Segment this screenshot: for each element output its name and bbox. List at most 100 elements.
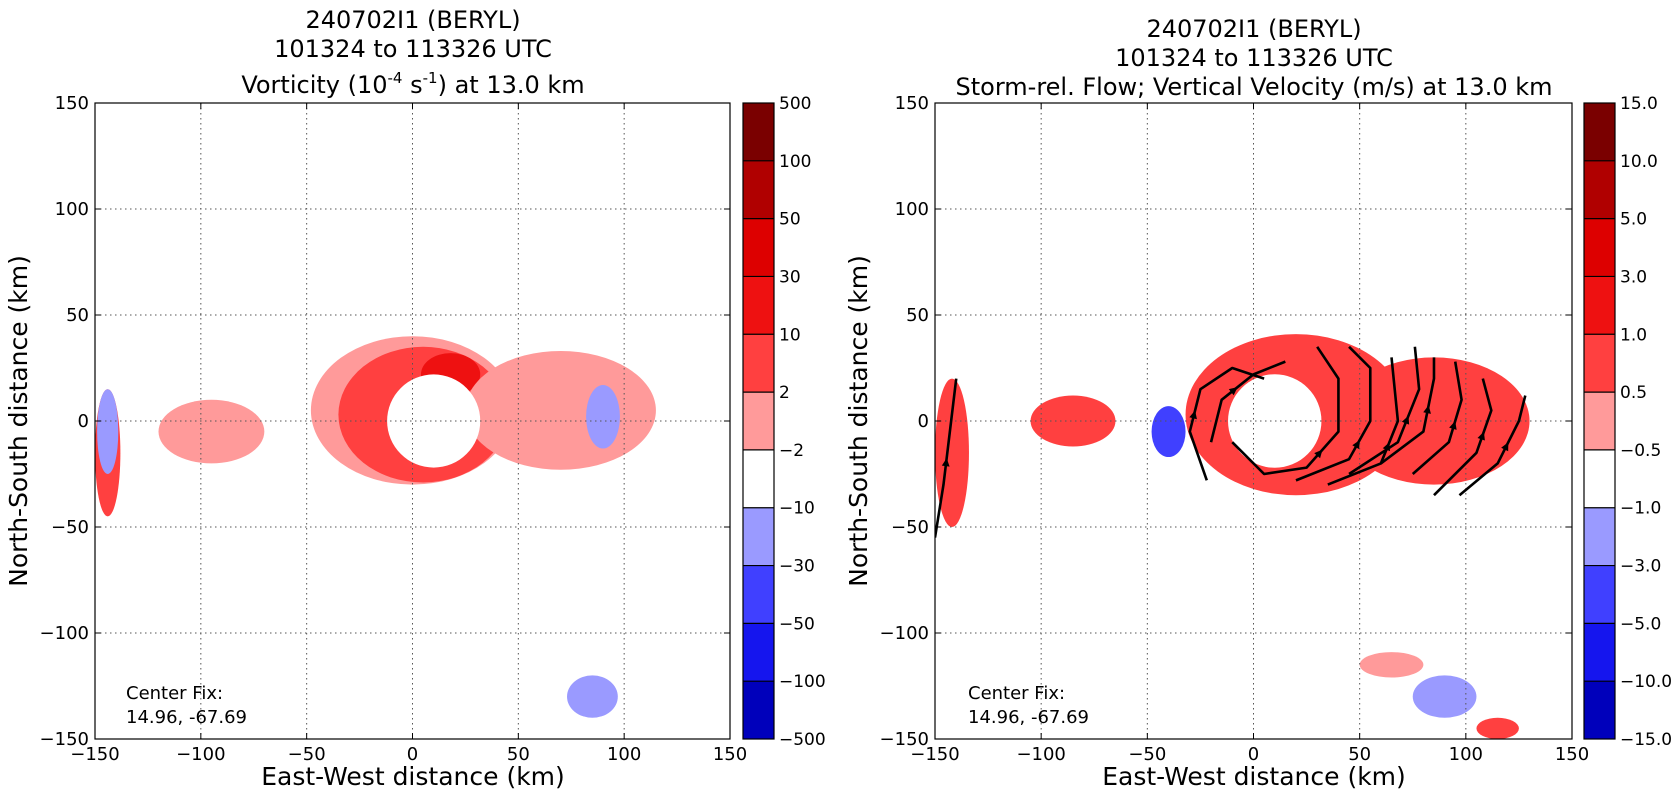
colorbar-tick-label: −10 — [779, 499, 815, 519]
velocity-title-line3: Storm-rel. Flow; Vertical Velocity (m/s)… — [956, 73, 1553, 101]
velocity-title-line1: 240702I1 (BERYL) — [1146, 15, 1361, 43]
field-region-7 — [1359, 652, 1424, 678]
colorbar-band — [743, 507, 774, 567]
colorbar-tick-label: −5.0 — [1620, 614, 1661, 634]
y-tick-label: −50 — [51, 517, 89, 538]
colorbar-band — [1584, 334, 1615, 393]
streamline-3 — [1231, 346, 1340, 476]
colorbar-tick-label: 100 — [779, 152, 811, 172]
colorbar-tick-label: 500 — [779, 94, 811, 114]
colorbar-tick-label: −50 — [779, 614, 815, 634]
colorbar-tick-label: 10 — [779, 325, 801, 345]
colorbar-band — [1584, 681, 1615, 740]
streamline-arrow — [1501, 442, 1509, 452]
x-tick-label: 50 — [507, 744, 530, 765]
vorticity-title-line3: Vorticity (10-4 s-1) at 13.0 km — [241, 69, 584, 99]
y-tick-label: −100 — [40, 623, 89, 644]
velocity-x-axis-label: East-West distance (km) — [1102, 762, 1406, 791]
streamline-arrow — [1477, 431, 1485, 441]
streamline-arrow — [1228, 387, 1238, 396]
field-region-4 — [158, 399, 265, 464]
y-tick-label: −50 — [891, 517, 929, 538]
colorbar-band — [1584, 623, 1615, 682]
streamline-arrow — [1189, 410, 1197, 420]
colorbar-tick-label: −0.5 — [1620, 441, 1661, 461]
y-tick-label: 150 — [55, 93, 89, 114]
colorbar-tick-label: −2 — [779, 441, 804, 461]
vorticity-title-line2: 101324 to 113326 UTC — [274, 35, 552, 63]
colorbar-tick-label: 5.0 — [1620, 210, 1647, 230]
storm-relative-flow-streamlines — [935, 345, 1527, 538]
colorbar-band — [743, 218, 774, 277]
x-tick-label: −50 — [288, 744, 326, 765]
colorbar-tick-label: 2 — [779, 383, 790, 403]
y-tick-label: 100 — [55, 199, 89, 220]
colorbar-band — [1584, 103, 1615, 162]
vorticity-colorbar: 500 100 50 30 10 2 −2 −10 −30 −50 −100 −500 — [742, 94, 826, 750]
y-tick-label: 50 — [66, 305, 89, 326]
streamline-6 — [1348, 346, 1421, 476]
streamline-arrow — [941, 458, 950, 467]
colorbar-band — [1584, 565, 1615, 624]
y-tick-label: −150 — [880, 729, 929, 750]
colorbar-tick-label: 30 — [779, 267, 801, 287]
y-tick-label: −100 — [880, 623, 929, 644]
field-region-5 — [586, 384, 620, 449]
colorbar-band — [1584, 449, 1615, 509]
field-region-2 — [1030, 395, 1116, 447]
colorbar-tick-label: −100 — [779, 672, 826, 692]
vorticity-title-line1: 240702I1 (BERYL) — [305, 6, 520, 34]
field-region-5 — [1412, 675, 1477, 718]
field-region-8 — [567, 675, 618, 718]
colorbar-band — [743, 623, 774, 682]
field-region-3 — [1151, 406, 1186, 458]
field-region-7 — [97, 389, 119, 474]
x-tick-label: −150 — [70, 744, 119, 765]
y-tick-label: 100 — [895, 199, 929, 220]
colorbar-tick-label: 15.0 — [1620, 94, 1658, 114]
colorbar-band — [743, 681, 774, 740]
colorbar-tick-label: 3.0 — [1620, 267, 1647, 287]
colorbar-tick-label: −500 — [779, 730, 826, 750]
y-tick-label: 0 — [918, 411, 929, 432]
velocity-title-line2: 101324 to 113326 UTC — [1115, 44, 1393, 72]
x-tick-label: −150 — [910, 744, 959, 765]
colorbar-band — [743, 103, 774, 162]
vorticity-x-axis-label: East-West distance (km) — [261, 762, 565, 791]
colorbar-tick-label: 50 — [779, 210, 801, 230]
colorbar-tick-label: 1.0 — [1620, 325, 1647, 345]
vorticity-center-fix-coords: 14.96, -67.69 — [126, 707, 247, 728]
velocity-y-axis-label: North-South distance (km) — [844, 255, 873, 587]
vorticity-grid — [95, 103, 730, 739]
y-tick-label: 0 — [78, 411, 89, 432]
eye-region — [387, 374, 481, 468]
x-tick-label: −50 — [1128, 744, 1166, 765]
vertical-velocity-panel: 240702I1 (BERYL) 101324 to 113326 UTC St… — [844, 15, 1672, 791]
colorbar-tick-label: −1.0 — [1620, 499, 1661, 519]
velocity-center-fix-label: Center Fix: — [968, 683, 1065, 704]
colorbar-band — [743, 160, 774, 220]
streamline-arrow — [1423, 405, 1431, 414]
colorbar-band — [743, 392, 774, 451]
colorbar-band — [743, 276, 774, 335]
streamline-arrow — [1352, 440, 1360, 450]
colorbar-tick-label: 10.0 — [1620, 152, 1658, 172]
x-tick-label: 150 — [713, 744, 747, 765]
y-tick-label: 150 — [895, 93, 929, 114]
colorbar-band — [743, 565, 774, 624]
velocity-ticks: −150 −100 −50 0 50 100 150 150 100 50 0 −50 −100 −150 — [880, 93, 1590, 765]
colorbar-band — [1584, 507, 1615, 567]
eye-region — [1228, 374, 1322, 468]
x-tick-label: 100 — [1449, 744, 1483, 765]
vorticity-ticks: −150 −100 −50 0 50 100 150 150 100 50 0 −50 −100 −150 — [40, 93, 748, 765]
colorbar-band — [743, 334, 774, 393]
streamline-4 — [1295, 345, 1372, 482]
streamline-5 — [1327, 357, 1400, 486]
colorbar-band — [743, 449, 774, 509]
colorbar-band — [1584, 276, 1615, 335]
x-tick-label: 100 — [607, 744, 641, 765]
x-tick-label: −100 — [1016, 744, 1065, 765]
colorbar-tick-label: 0.5 — [1620, 383, 1647, 403]
streamline-9 — [1433, 378, 1493, 497]
